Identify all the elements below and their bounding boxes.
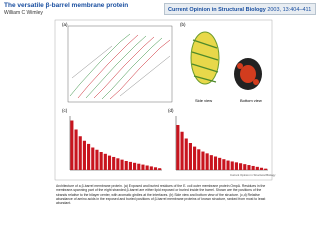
strand-traces — [69, 33, 171, 100]
bar — [222, 159, 226, 170]
bar — [251, 165, 255, 170]
author: William C Wimley — [4, 10, 43, 16]
bar — [120, 159, 124, 170]
bar — [180, 131, 184, 170]
bar — [137, 163, 141, 170]
panel-label: (d) — [168, 108, 174, 113]
bar — [153, 167, 158, 170]
bar — [264, 168, 268, 170]
journal: Current Opinion in Structural Biology — [168, 7, 266, 13]
panel-a-box — [67, 25, 173, 103]
citation: 2003, 13:404–411 — [267, 7, 312, 13]
bar — [141, 164, 145, 170]
bar — [234, 162, 238, 170]
view-label: Bottom view — [240, 98, 262, 103]
figure-frame — [54, 19, 273, 181]
bar — [247, 165, 251, 170]
bar — [128, 161, 132, 170]
bar — [107, 155, 112, 170]
journal-box: Current Opinion in Structural Biology 20… — [164, 3, 316, 15]
bar — [116, 158, 120, 170]
caption: Architecture of a β-barrel membrane prot… — [56, 184, 266, 206]
bar — [87, 143, 91, 170]
bar — [158, 168, 162, 170]
bar — [74, 129, 78, 170]
structure-bottom-view — [234, 58, 262, 90]
bar — [205, 153, 209, 170]
bar — [95, 149, 99, 170]
panel-label: (c) — [62, 108, 68, 113]
bar — [218, 157, 222, 170]
bar — [193, 146, 197, 170]
bar — [209, 155, 213, 170]
figure: Side view Bottom view (a) (b) (c) (d) Cu… — [54, 19, 276, 181]
panel-label: (a) — [62, 22, 68, 27]
bar — [112, 156, 116, 170]
bar — [259, 167, 264, 170]
structure-side-view — [190, 31, 220, 85]
source-note: Current Opinion in Structural Biology — [230, 173, 276, 177]
bar — [197, 149, 201, 170]
bar — [91, 147, 95, 170]
bar — [184, 138, 188, 170]
bar — [239, 163, 243, 170]
bar — [213, 156, 218, 170]
bar — [230, 161, 234, 170]
bar — [255, 166, 259, 170]
bar — [243, 164, 247, 170]
bar — [70, 120, 74, 170]
bar — [78, 136, 82, 170]
bar — [133, 162, 137, 170]
bar — [149, 166, 153, 170]
bar — [176, 125, 180, 170]
bar — [145, 165, 149, 170]
view-label: Side view — [195, 98, 212, 103]
bar — [103, 153, 107, 170]
bar — [226, 160, 230, 170]
bar — [124, 161, 128, 170]
bar — [99, 152, 103, 170]
panel-label: (b) — [180, 22, 186, 27]
bar — [188, 143, 192, 170]
article-title: The versatile β-barrel membrane protein — [4, 2, 129, 9]
bar — [201, 151, 205, 170]
bar — [82, 140, 86, 170]
